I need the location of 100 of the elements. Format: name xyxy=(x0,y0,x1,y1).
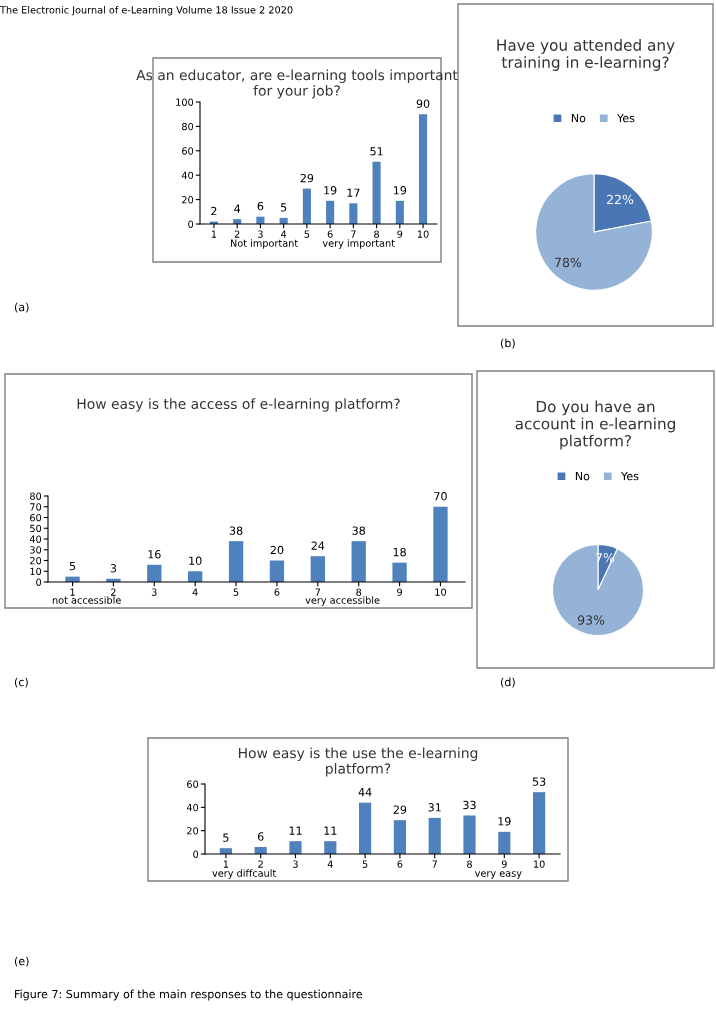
pie-slice xyxy=(551,543,645,637)
data-label: 2 xyxy=(211,206,217,216)
y-tick-label: 100 xyxy=(176,98,194,106)
x-tick-label: 5 xyxy=(304,230,310,238)
data-label: 6 xyxy=(257,201,264,211)
data-label: 6 xyxy=(257,832,264,841)
chart-title: How easy is the use the e-learning platform? xyxy=(238,747,478,777)
data-label: 93% xyxy=(577,615,605,625)
bar xyxy=(418,114,428,224)
y-tick-label: 20 xyxy=(187,827,199,835)
data-label: 70 xyxy=(434,492,447,501)
data-label: 20 xyxy=(270,545,284,555)
x-tick-label: 3 xyxy=(151,588,157,596)
bar xyxy=(533,792,546,854)
data-label: 5 xyxy=(223,833,229,842)
y-tick-label: 0 xyxy=(193,850,199,858)
x-tick-label: 10 xyxy=(534,860,545,868)
x-tick-label: 9 xyxy=(501,860,507,868)
data-label: 19 xyxy=(498,817,511,826)
bar xyxy=(395,200,404,224)
x-tick-label: 2 xyxy=(234,230,240,238)
data-label: 17 xyxy=(347,188,360,197)
x-tick-label: 10 xyxy=(435,588,447,596)
y-tick-label: 60 xyxy=(182,147,194,155)
bar xyxy=(428,817,441,854)
y-tick-label: 60 xyxy=(30,513,42,522)
data-label: 11 xyxy=(289,826,302,835)
text: Not important xyxy=(230,239,298,249)
bar xyxy=(302,188,311,224)
data-label: 19 xyxy=(393,186,407,195)
y-tick-label: 0 xyxy=(36,578,42,586)
data-label: 90 xyxy=(416,99,430,108)
data-label: 29 xyxy=(300,173,314,183)
x-tick-label: 8 xyxy=(374,230,380,238)
data-label: 78% xyxy=(555,257,582,268)
bar xyxy=(349,203,358,224)
data-label: 5 xyxy=(69,562,76,571)
bar xyxy=(289,841,302,854)
text: not accessible xyxy=(52,596,121,604)
x-tick-label: 7 xyxy=(315,588,321,596)
bar xyxy=(188,571,203,582)
y-tick-label: 0 xyxy=(188,220,194,228)
data-label: 22% xyxy=(607,194,634,205)
x-tick-label: 3 xyxy=(258,230,263,238)
y-tick-label: 20 xyxy=(30,556,42,565)
bar xyxy=(228,541,244,582)
bar xyxy=(433,506,448,582)
data-label: 3 xyxy=(110,564,117,573)
x-tick-label: 9 xyxy=(397,230,403,238)
text: (c) xyxy=(14,677,28,688)
x-tick-label: 9 xyxy=(397,588,402,596)
bar xyxy=(269,560,285,582)
text: very easy xyxy=(474,871,522,879)
chart-title: How easy is the access of e-learning platform? xyxy=(77,398,400,412)
x-tick-label: 10 xyxy=(417,230,429,238)
text: The Electronic Journal of e-Learning Volume 18 Issue 2 2020 xyxy=(0,6,293,16)
bar xyxy=(147,564,162,582)
pie-slice xyxy=(535,173,653,291)
data-label: 5 xyxy=(280,203,287,212)
x-tick-label: 8 xyxy=(356,588,362,596)
bar xyxy=(310,556,325,582)
x-tick-label: 4 xyxy=(327,860,333,868)
x-tick-label: 5 xyxy=(362,860,368,868)
bar xyxy=(359,802,372,854)
bar xyxy=(372,161,381,224)
x-tick-label: 4 xyxy=(192,588,198,596)
data-label: 29 xyxy=(393,805,407,814)
x-tick-label: 8 xyxy=(467,860,472,868)
text: (a) xyxy=(14,302,29,313)
data-label: 18 xyxy=(393,547,406,557)
data-label: 4 xyxy=(234,204,241,213)
legend-label: No xyxy=(575,471,590,481)
data-label: 38 xyxy=(229,526,243,535)
legend-label: Yes xyxy=(617,113,635,123)
x-tick-label: 1 xyxy=(223,860,229,868)
y-tick-label: 50 xyxy=(30,524,42,533)
bar xyxy=(392,562,407,582)
x-tick-label: 2 xyxy=(111,588,116,596)
data-label: 33 xyxy=(463,800,476,810)
x-tick-label: 4 xyxy=(281,230,287,238)
y-tick-label: 40 xyxy=(29,535,42,543)
x-tick-label: 7 xyxy=(351,230,356,238)
data-label: 44 xyxy=(358,788,372,797)
chart-title: As an educator, are e-learning tools important for your job? xyxy=(136,69,458,99)
x-tick-label: 6 xyxy=(327,230,333,238)
chart-title: Do you have an account in e-learning platform? xyxy=(515,400,675,450)
x-tick-label: 6 xyxy=(274,588,280,596)
x-tick-label: 1 xyxy=(70,588,75,596)
data-label: 24 xyxy=(311,541,325,550)
bar xyxy=(498,831,511,854)
text: very accessible xyxy=(305,596,380,606)
data-label: 31 xyxy=(428,803,441,812)
data-label: 19 xyxy=(324,186,337,195)
data-label: 38 xyxy=(352,526,366,535)
y-tick-label: 80 xyxy=(30,492,42,500)
y-tick-label: 30 xyxy=(30,546,42,554)
legend-label: Yes xyxy=(621,471,639,481)
y-tick-label: 60 xyxy=(187,780,199,788)
data-label: 16 xyxy=(148,550,161,559)
y-tick-label: 70 xyxy=(30,503,42,511)
